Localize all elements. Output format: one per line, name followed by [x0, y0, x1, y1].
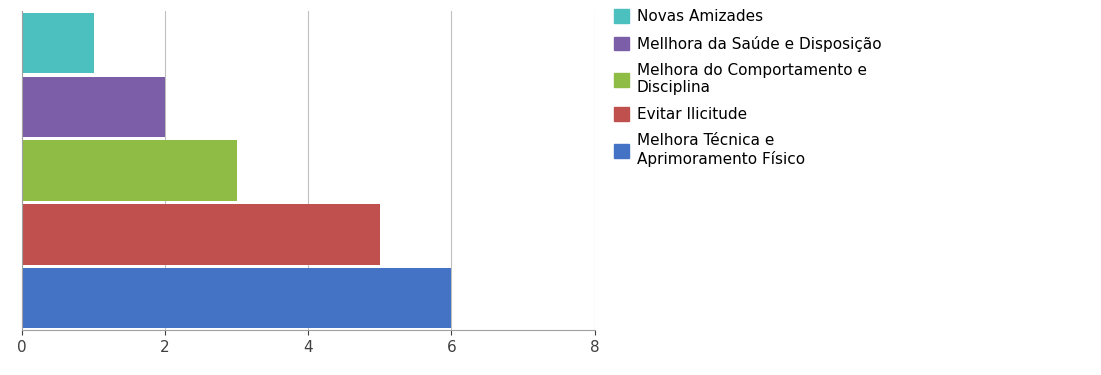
Bar: [22, 204, 380, 265]
Bar: [22, 76, 165, 137]
Bar: [22, 13, 94, 74]
Legend: Novas Amizades, Mellhora da Saúde e Disposição, Melhora do Comportamento e
Disci: Novas Amizades, Mellhora da Saúde e Disp…: [608, 3, 887, 173]
Bar: [22, 268, 451, 328]
Bar: [22, 140, 237, 201]
